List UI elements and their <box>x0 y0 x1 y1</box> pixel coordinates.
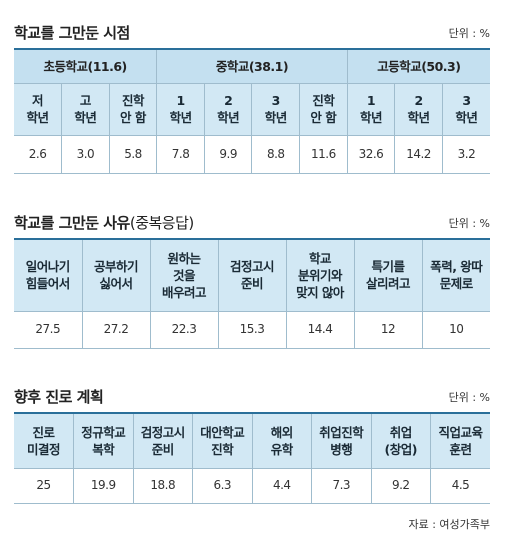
value-cell: 11.6 <box>299 134 348 174</box>
group-header: 고등학교(50.3) <box>346 48 490 84</box>
section-title: 학교를 그만둔 사유(중복응답) <box>14 214 194 232</box>
column-header: 취업진학 병행 <box>311 412 372 469</box>
value-cell: 18.8 <box>132 467 193 504</box>
column-header: 직업교육 훈련 <box>430 412 490 469</box>
data-table: 진로 미결정 정규학교 복학 검정고시 준비 대안학교 진학 해외 유학 취업진학 병행 취… <box>14 412 490 504</box>
column-header: 저 학년 <box>14 82 63 136</box>
value-cell: 32.6 <box>346 134 396 174</box>
header-row: 진로 미결정 정규학교 복학 검정고시 준비 대안학교 진학 해외 유학 취업진학 병행 취… <box>14 412 490 469</box>
group-header: 초등학교(11.6) <box>14 48 158 84</box>
value-cell: 15.3 <box>217 310 287 349</box>
group-header: 중학교(38.1) <box>156 48 348 84</box>
value-cell: 3.2 <box>441 134 490 174</box>
value-cell: 12 <box>353 310 423 349</box>
value-cell: 4.4 <box>251 467 312 504</box>
column-header: 공부하기 싫어서 <box>81 238 151 312</box>
value-cell: 27.2 <box>81 310 151 349</box>
column-header: 정규학교 복학 <box>73 412 134 469</box>
value-row: 25 19.9 18.8 6.3 4.4 7.3 9.2 4.5 <box>14 467 490 504</box>
section: 학교를 그만둔 시점 단위 : % 초등학교(11.6) 중학교(38.1) 고등학교(… <box>14 22 490 174</box>
value-cell: 14.4 <box>285 310 355 349</box>
value-cell: 7.8 <box>156 134 205 174</box>
column-header: 학교 분위기와 맞지 않아 <box>285 238 355 312</box>
value-cell: 7.3 <box>311 467 372 504</box>
value-cell: 25 <box>14 467 74 504</box>
group-row: 초등학교(11.6) 중학교(38.1) 고등학교(50.3) <box>14 48 490 84</box>
column-header: 진학 안 함 <box>299 82 348 136</box>
value-cell: 9.2 <box>370 467 431 504</box>
column-header: 1 학년 <box>156 82 205 136</box>
column-header: 해외 유학 <box>251 412 312 469</box>
column-header: 2 학년 <box>203 82 253 136</box>
column-header: 검정고시 준비 <box>132 412 193 469</box>
section-header: 학교를 그만둔 시점 단위 : % <box>14 22 490 44</box>
column-header: 원하는 것을 배우려고 <box>149 238 219 312</box>
section-header: 향후 진로 계획 단위 : % <box>14 386 490 408</box>
value-cell: 9.9 <box>203 134 253 174</box>
column-header: 1 학년 <box>346 82 396 136</box>
column-header: 일어나기 힘들어서 <box>14 238 83 312</box>
section-title: 향후 진로 계획 <box>14 388 104 406</box>
value-cell: 5.8 <box>108 134 158 174</box>
column-header: 취업 (창업) <box>370 412 431 469</box>
value-cell: 14.2 <box>394 134 443 174</box>
column-header: 진로 미결정 <box>14 412 74 469</box>
value-cell: 22.3 <box>149 310 219 349</box>
column-header: 고 학년 <box>61 82 110 136</box>
title-note: (중복응답) <box>129 214 194 232</box>
value-cell: 6.3 <box>192 467 253 504</box>
unit-label: 단위 : % <box>448 391 490 404</box>
section: 향후 진로 계획 단위 : % 진로 미결정 정규학교 복학 검정고시 준비 대안학교 진… <box>14 386 490 504</box>
column-header: 진학 안 함 <box>108 82 158 136</box>
value-cell: 4.5 <box>430 467 490 504</box>
section: 학교를 그만둔 사유(중복응답) 단위 : % 일어나기 힘들어서 공부하기 싫어서 원… <box>14 212 490 349</box>
column-header: 특기를 살리려고 <box>353 238 423 312</box>
value-cell: 2.6 <box>14 134 63 174</box>
column-header: 검정고시 준비 <box>217 238 287 312</box>
value-cell: 3.0 <box>61 134 110 174</box>
value-cell: 10 <box>421 310 490 349</box>
section-title: 학교를 그만둔 시점 <box>14 24 130 42</box>
value-cell: 27.5 <box>14 310 83 349</box>
column-header: 대안학교 진학 <box>192 412 253 469</box>
column-header: 폭력, 왕따 문제로 <box>421 238 490 312</box>
column-header: 3 학년 <box>441 82 490 136</box>
column-header: 3 학년 <box>251 82 301 136</box>
data-table: 초등학교(11.6) 중학교(38.1) 고등학교(50.3) 저 학년 고 학년 진학 … <box>14 48 490 174</box>
unit-label: 단위 : % <box>448 217 490 230</box>
value-cell: 19.9 <box>73 467 134 504</box>
unit-label: 단위 : % <box>448 27 490 40</box>
column-header: 2 학년 <box>394 82 443 136</box>
data-table: 일어나기 힘들어서 공부하기 싫어서 원하는 것을 배우려고 검정고시 준비 학교 분위… <box>14 238 490 349</box>
source: 자료 : 여성가족부 <box>408 518 490 531</box>
value-cell: 8.8 <box>251 134 301 174</box>
value-row: 27.5 27.2 22.3 15.3 14.4 12 10 <box>14 310 490 349</box>
value-row: 2.6 3.0 5.8 7.8 9.9 8.8 11.6 32.6 14.2 3.2 <box>14 134 490 174</box>
section-header: 학교를 그만둔 사유(중복응답) 단위 : % <box>14 212 490 234</box>
header-row: 일어나기 힘들어서 공부하기 싫어서 원하는 것을 배우려고 검정고시 준비 학교 분위… <box>14 238 490 312</box>
